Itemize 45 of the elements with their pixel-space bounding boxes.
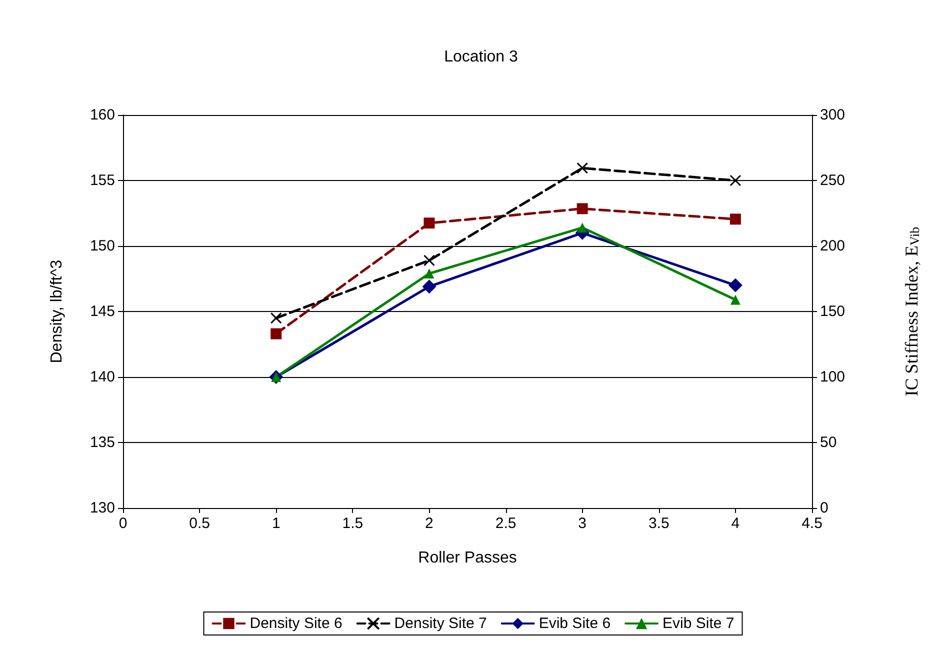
x-tick-label: 2 xyxy=(425,515,434,532)
x-tick-label: 4.5 xyxy=(802,515,822,532)
point xyxy=(728,278,742,292)
y-tick-label: 145 xyxy=(90,303,115,320)
y-tick-label: 130 xyxy=(90,500,115,516)
x-tick-label: 3.5 xyxy=(648,515,670,532)
y-tick-label: 155 xyxy=(90,172,115,189)
y-tick-label: 160 xyxy=(90,106,115,124)
y2-tick-label: 0 xyxy=(820,500,828,516)
x-tick-label: 3 xyxy=(578,515,587,532)
point xyxy=(270,312,282,324)
y-tick-label: 140 xyxy=(90,368,115,386)
x-tick-label: 0.5 xyxy=(189,515,210,532)
x-tick-label: 4 xyxy=(731,515,740,532)
point xyxy=(577,222,588,233)
y2-tick-label: 100 xyxy=(820,368,846,386)
legend-label: Density Site 6 xyxy=(250,615,342,632)
legend-label: Density Site 7 xyxy=(394,615,487,632)
x-axis-title: Roller Passes xyxy=(418,550,517,566)
legend-label: Evib Site 6 xyxy=(538,615,611,632)
x-tick-label: 2.5 xyxy=(495,515,516,532)
legend-label: Evib Site 7 xyxy=(662,615,734,632)
y2-axis-title: IC Stiffness Index, EVib xyxy=(902,226,922,396)
point xyxy=(424,268,434,279)
point xyxy=(730,174,742,186)
y-tick-label: 135 xyxy=(90,434,115,451)
point xyxy=(576,203,588,214)
x-tick-label: 1 xyxy=(272,515,280,532)
point xyxy=(423,254,435,266)
point xyxy=(730,294,740,305)
y2-tick-label: 250 xyxy=(820,172,846,189)
point xyxy=(730,214,741,225)
y2-tick-label: 200 xyxy=(820,238,846,254)
x-tick-label: 1.5 xyxy=(342,515,364,532)
point xyxy=(270,328,282,340)
y-axis-title: Density, lb/ft^3 xyxy=(48,260,66,364)
y2-tick-label: 50 xyxy=(820,434,837,451)
point xyxy=(424,218,435,229)
y2-tick-label: 150 xyxy=(820,303,846,320)
chart-title: Location 3 xyxy=(444,48,518,66)
x-tick-label: 0 xyxy=(118,515,128,532)
point xyxy=(422,280,436,294)
point xyxy=(576,162,588,174)
y2-tick-label: 300 xyxy=(820,106,846,124)
y-tick-label: 150 xyxy=(90,238,115,254)
